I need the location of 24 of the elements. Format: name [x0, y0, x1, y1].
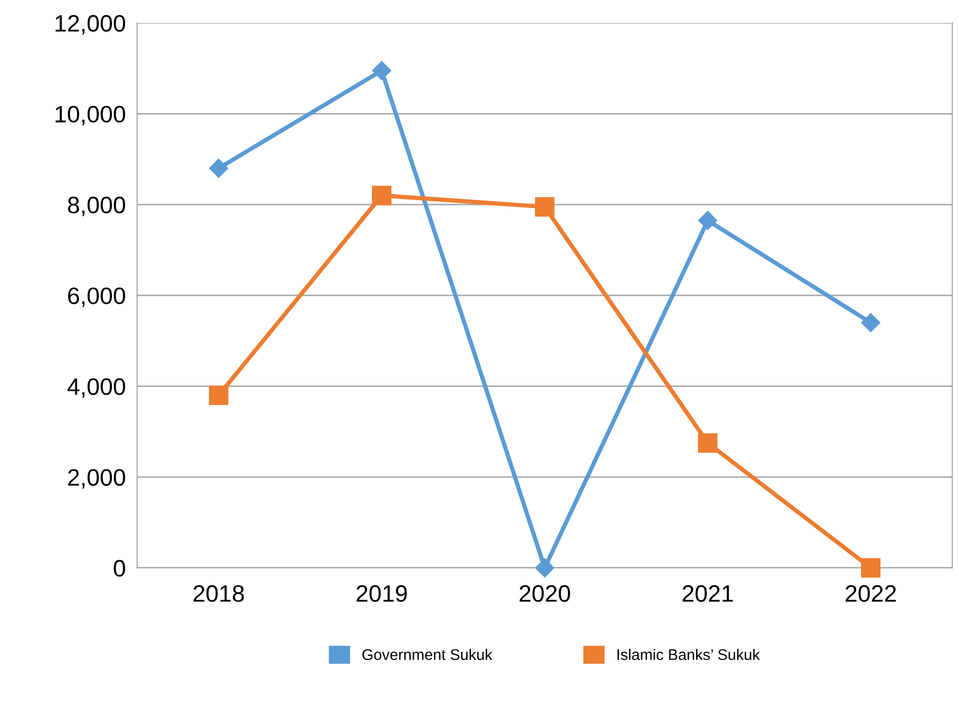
y-tick-label: 8,000	[68, 196, 126, 216]
x-tick-label: 2021	[682, 585, 733, 602]
y-tick-label: 6,000	[68, 287, 126, 307]
legend-label: Islamic Banks’ Sukuk	[618, 648, 760, 660]
x-tick-label: 2022	[846, 585, 896, 602]
y-tick-label: 4,000	[67, 378, 126, 398]
legend-label: Government Sukuk	[362, 648, 492, 660]
x-tick-label: 2020	[520, 585, 570, 602]
point	[372, 61, 392, 80]
point	[698, 433, 718, 453]
point	[535, 558, 554, 578]
y-tick-label: 0	[114, 560, 126, 577]
point	[534, 197, 554, 217]
point	[372, 186, 392, 206]
y-tick-label: 12,000	[56, 15, 126, 35]
x-tick-label: 2019	[356, 585, 407, 602]
point	[208, 386, 228, 406]
point	[861, 558, 880, 578]
point	[861, 313, 880, 332]
y-tick-label: 10,000	[56, 106, 126, 126]
x-tick-label: 2018	[194, 585, 244, 602]
point	[698, 210, 718, 230]
point	[209, 158, 228, 178]
y-tick-label: 2,000	[68, 469, 126, 489]
